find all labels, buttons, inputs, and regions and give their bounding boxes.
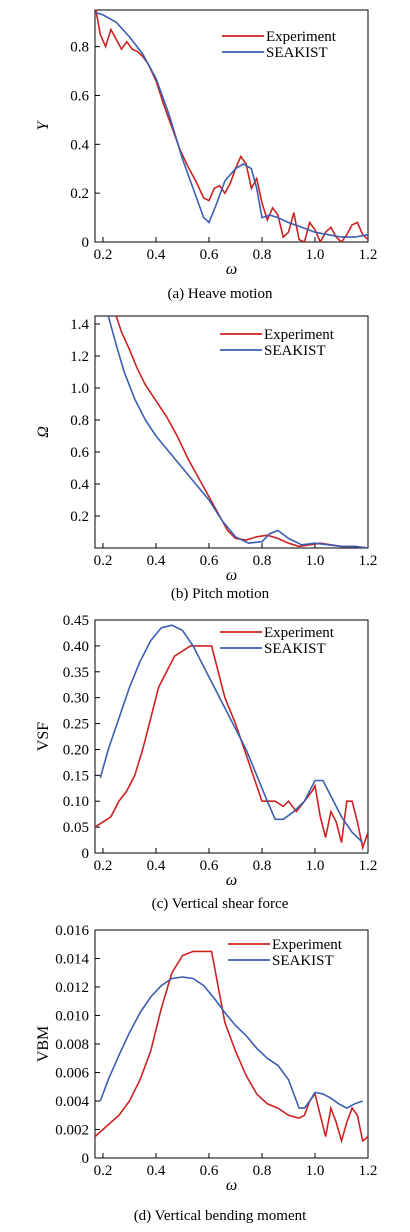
plot-frame: [94, 9, 369, 243]
legend-label: SEAKIST: [272, 953, 334, 969]
x-tick-label: 0.2: [94, 553, 113, 569]
x-tick-label: 0.8: [253, 247, 272, 263]
legend-label: SEAKIST: [264, 641, 326, 657]
y-tick-label: 0.6: [70, 88, 89, 104]
y-tick-label: 0.014: [55, 952, 89, 968]
y-tick-label: 0.40: [63, 639, 89, 655]
y-tick-label: 0.05: [63, 820, 89, 836]
series-line-experiment: [95, 10, 368, 242]
y-tick-label: 0: [82, 1151, 90, 1167]
chart-caption: (d) Vertical bending moment: [134, 1208, 307, 1224]
x-tick-label: 0.4: [147, 858, 166, 874]
legend-label: SEAKIST: [264, 343, 326, 359]
chart-2: 0.2 0.4 0.6 0.8 1.0 1.2 0 0.05 0.10 0.15 0.20 0.25 0…: [35, 613, 378, 912]
x-tick-label: 0.4: [147, 247, 166, 263]
y-tick-label: 0.4: [70, 477, 89, 493]
x-tick-label: 0.4: [147, 553, 166, 569]
y-tick-label: 0.002: [55, 1123, 89, 1139]
y-tick-label: 1.0: [70, 381, 89, 397]
plot-frame: [94, 619, 369, 854]
x-tick-label: 0.4: [147, 1163, 166, 1179]
x-tick-label: 0.6: [200, 553, 219, 569]
y-tick-label: 0.8: [70, 413, 89, 429]
x-tick-label: 1.0: [306, 858, 325, 874]
y-tick-label: 0.35: [63, 665, 89, 681]
y-tick-label: 0: [82, 846, 90, 862]
x-tick-label: 1.2: [359, 1163, 378, 1179]
y-axis-label: VBM: [35, 1026, 52, 1062]
series-line-seakist: [107, 316, 368, 548]
x-tick-label: 0.6: [200, 1163, 219, 1179]
x-tick-label: 0.2: [94, 1163, 113, 1179]
legend-label: Experiment: [264, 327, 335, 343]
x-axis-label: ω: [226, 567, 237, 584]
y-tick-label: 0.008: [55, 1037, 89, 1053]
legend-label: Experiment: [266, 29, 337, 45]
y-tick-label: 0.6: [70, 445, 89, 461]
y-tick-label: 0.016: [55, 923, 89, 939]
y-tick-label: 0.45: [63, 613, 89, 629]
y-axis-label: VSF: [35, 722, 52, 751]
y-tick-label: 1.2: [70, 349, 89, 365]
y-tick-label: 0.012: [55, 980, 89, 996]
x-tick-label: 1.2: [359, 858, 378, 874]
chart-caption: (a) Heave motion: [168, 286, 273, 302]
y-tick-label: 0.2: [70, 509, 89, 525]
x-tick-label: 1.2: [359, 553, 378, 569]
y-axis-label: Y: [35, 119, 52, 130]
x-tick-label: 0.8: [253, 858, 272, 874]
plot-frame: [94, 315, 369, 549]
y-tick-label: 1.4: [70, 317, 89, 333]
chart-1: 0.2 0.4 0.6 0.8 1.0 1.2 0.2 0.4 0.6 0.8 1.0 1.2 1.4 E…: [35, 315, 378, 602]
y-tick-label: 0.8: [70, 40, 89, 56]
y-tick-label: 0.006: [55, 1066, 89, 1082]
x-tick-label: 0.2: [94, 247, 113, 263]
x-tick-label: 0.6: [200, 247, 219, 263]
x-tick-label: 0.8: [253, 553, 272, 569]
y-tick-label: 0.15: [63, 768, 89, 784]
x-tick-label: 0.6: [200, 858, 219, 874]
x-tick-label: 0.2: [94, 858, 113, 874]
y-tick-label: 0: [82, 235, 90, 251]
chart-3: 0.2 0.4 0.6 0.8 1.0 1.2 0 0.002 0.004 0.006 0.008 0…: [35, 923, 378, 1224]
y-tick-label: 0.20: [63, 742, 89, 758]
series-line-experiment: [95, 950, 368, 1144]
x-tick-label: 1.0: [306, 247, 325, 263]
x-axis-label: ω: [226, 1177, 237, 1194]
legend-label: Experiment: [264, 625, 335, 641]
chart-0: 0.2 0.4 0.6 0.8 1.0 1.200.20.40.60.8Experimen…: [35, 9, 378, 302]
series-line-seakist: [99, 624, 364, 844]
y-tick-label: 0.4: [70, 137, 89, 153]
x-axis-label: ω: [226, 872, 237, 889]
y-tick-label: 0.004: [55, 1094, 89, 1110]
y-tick-label: 0.010: [55, 1009, 89, 1025]
y-tick-label: 0.25: [63, 717, 89, 733]
series-line-seakist: [99, 976, 363, 1110]
y-tick-label: 0.30: [63, 691, 89, 707]
y-axis-label: Ω: [35, 426, 52, 438]
x-tick-label: 0.8: [253, 1163, 272, 1179]
series-line-seakist: [95, 11, 368, 238]
y-tick-label: 0.10: [63, 794, 89, 810]
y-tick-label: 0.2: [70, 186, 89, 202]
chart-caption: (b) Pitch motion: [171, 586, 270, 602]
x-tick-label: 1.2: [359, 247, 378, 263]
legend-label: SEAKIST: [266, 45, 328, 61]
chart-caption: (c) Vertical shear force: [152, 896, 289, 912]
x-axis-label: ω: [226, 261, 237, 278]
x-tick-label: 1.0: [306, 1163, 325, 1179]
x-tick-label: 1.0: [306, 553, 325, 569]
series-line-experiment: [95, 645, 368, 851]
legend-label: Experiment: [272, 937, 343, 953]
